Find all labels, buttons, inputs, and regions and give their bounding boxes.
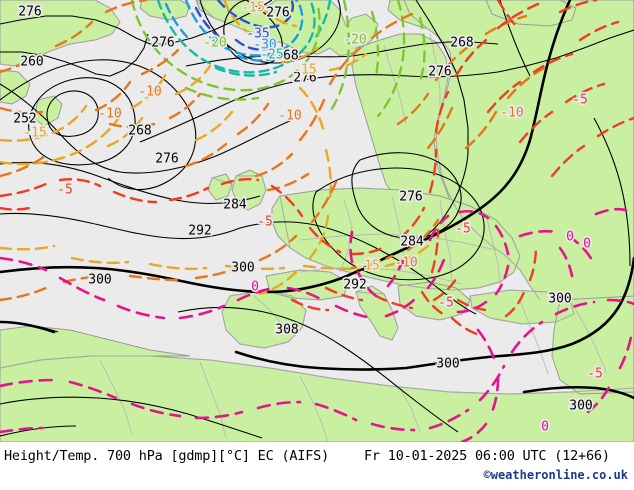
temp-contour-label: -5 (455, 222, 471, 237)
height-contour-label: 276 (18, 5, 41, 20)
temp-contour-label: -15 (241, 1, 264, 16)
height-contour-label: 276 (151, 36, 174, 51)
height-contour-label: 292 (343, 278, 366, 293)
height-contour-label: 300 (569, 399, 592, 414)
temp-contour-m20 (130, 0, 426, 118)
height-contour-label: 284 (223, 198, 247, 213)
temp-contour-label: 0 (251, 280, 259, 295)
temp-contour-m10 (0, 0, 546, 302)
temp-contour-label: -10 (394, 256, 417, 271)
temp-contour-label: -15 (23, 126, 46, 141)
temp-contour-label: -15 (356, 259, 379, 274)
map-svg: 276 260 252 276 268 276 276 268 276 276 268 276 284 2… (0, 0, 634, 442)
temp-contour-label: -25 (260, 48, 283, 63)
temp-contour-label: 0 (583, 237, 591, 252)
height-contour-label: 300 (88, 273, 111, 288)
temp-contour-label: -35 (246, 27, 269, 42)
temp-contour-label: -5 (572, 93, 588, 108)
temp-contour-m25 (156, 0, 332, 77)
height-contour-label: 300 (231, 261, 254, 276)
height-contour-label: 268 (128, 124, 151, 139)
temp-contour-label: -10 (500, 106, 523, 121)
height-label-group: 276 260 252 276 268 276 276 268 276 276 268 276 284 2… (12, 3, 595, 415)
temp-contour-label: -5 (57, 183, 73, 198)
height-contour-label: 260 (20, 55, 43, 70)
temp-contour-label: 0 (566, 230, 574, 245)
temp-contour-label: -10 (278, 109, 301, 124)
temp-contour-label: -30 (253, 38, 276, 53)
temp-contour-0 (0, 207, 634, 442)
temp-contour-label: -10 (138, 85, 161, 100)
height-contour-label: 268 (275, 49, 298, 64)
height-contour-label: 276 (293, 71, 316, 86)
height-contour-label: 300 (548, 292, 571, 307)
temp-contour-label: -20 (203, 36, 226, 51)
temp-contour-label: -15 (293, 63, 316, 78)
height-contour-label: 284 (400, 235, 424, 250)
temp-contour-m35 (194, 0, 295, 51)
temp-contour-m30 (164, 0, 304, 62)
map-canvas[interactable]: 276 260 252 276 268 276 276 268 276 276 268 276 284 2… (0, 0, 634, 442)
height-contour-label: 276 (428, 65, 451, 80)
temp-contour-label: -5 (438, 296, 454, 311)
height-contour-label: 252 (13, 112, 36, 127)
height-contour-label: 268 (450, 36, 473, 51)
height-contour-label: 276 (399, 190, 422, 205)
height-contour-label: 308 (275, 323, 298, 338)
temp-contour-label: -20 (343, 33, 366, 48)
copyright-notice: ©weatheronline.co.uk (483, 468, 629, 482)
temp-contour-label: 0 (541, 420, 549, 435)
height-contour-label: 276 (155, 152, 178, 167)
temp-contour-label: -5 (257, 215, 273, 230)
temp-contour-label: -5 (587, 367, 603, 382)
footer-bar: Height/Temp. 700 hPa [gdmp][°C] EC (AIFS… (0, 442, 634, 490)
temp-contour-m5 (0, 0, 634, 338)
height-contour-300-thick (0, 0, 634, 400)
height-contour-label: 292 (188, 224, 211, 239)
temp-contour-m15 (0, 0, 430, 296)
product-title: Height/Temp. 700 hPa [gdmp][°C] EC (AIFS… (4, 448, 330, 464)
temp-label-group: -15 -10 -10 -15 -20 -35-30-25 -20 -15 -10 -10 -5 -5… (22, 0, 605, 436)
height-contour-label: 300 (436, 357, 459, 372)
temp-contour-label: -10 (98, 107, 121, 122)
valid-datetime: Fr 10-01-2025 06:00 UTC (12+66) (364, 448, 610, 464)
height-contour-label: 276 (266, 6, 289, 21)
